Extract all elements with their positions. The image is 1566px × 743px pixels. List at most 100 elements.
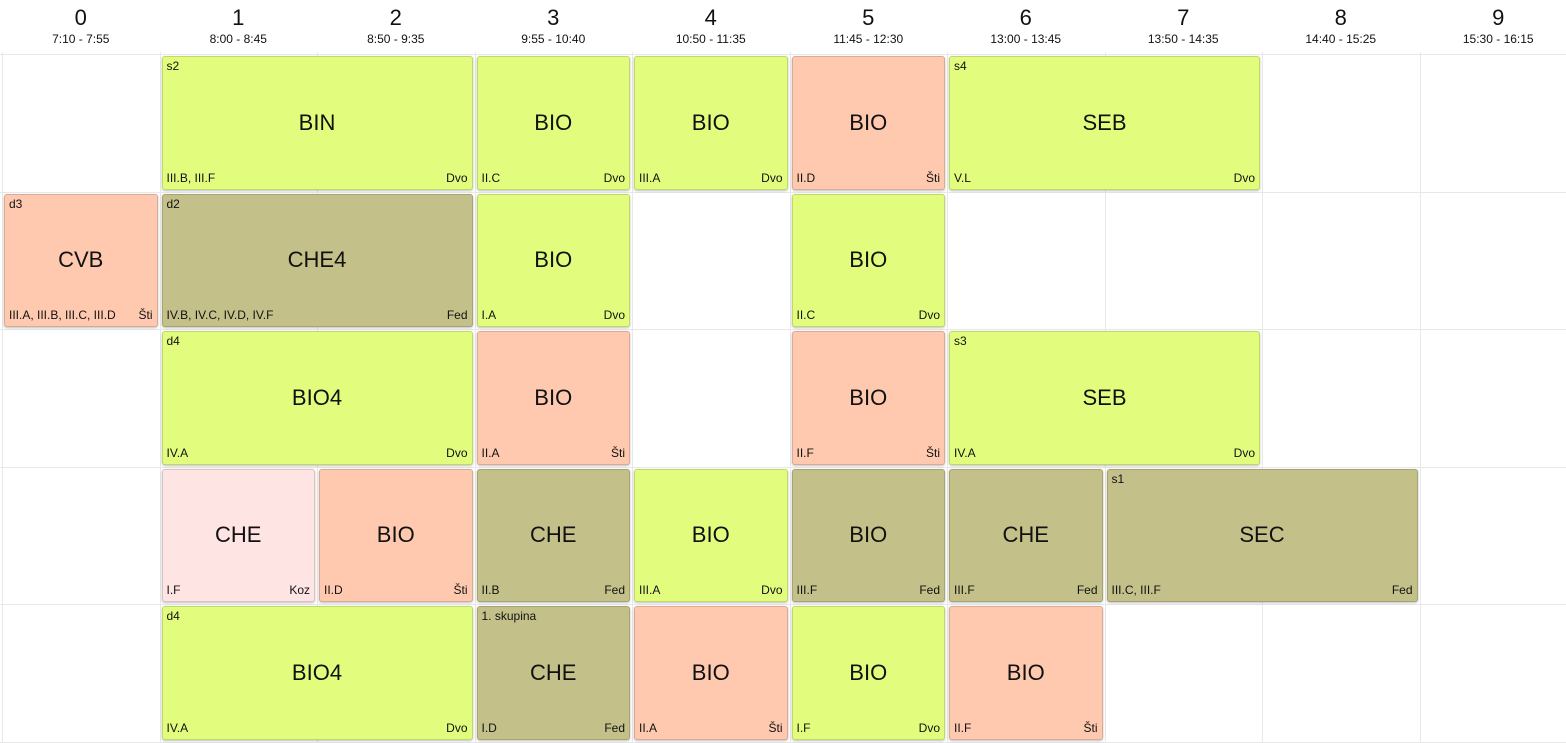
lesson-classes: II.C: [796, 308, 816, 322]
lesson-teacher: Fed: [919, 583, 940, 597]
lesson-teacher: Šti: [610, 445, 625, 460]
lesson-card[interactable]: BIO III.A Dvo: [634, 468, 788, 602]
lesson-classes: I.A: [481, 308, 497, 322]
lesson-classes: III.F: [796, 583, 818, 597]
period-number: 1: [232, 5, 245, 30]
lesson-classes: V.L: [954, 170, 971, 185]
grid-vertical-line: [475, 52, 476, 743]
lesson-card[interactable]: 1. skupina CHE I.D Fed: [476, 606, 630, 740]
lesson-card[interactable]: BIO III.A Dvo: [634, 56, 788, 190]
lesson-subject: BIO: [691, 109, 730, 135]
lesson-subject: CHE: [530, 522, 577, 548]
lesson-card[interactable]: s2 BIN III.B, III.F Dvo: [161, 56, 473, 190]
period-time: 13:50 - 14:35: [1147, 32, 1219, 46]
lesson-classes: II.B: [481, 583, 500, 597]
lesson-group: s4: [954, 59, 967, 73]
lesson-teacher: Dvo: [446, 170, 468, 185]
lesson-subject: BIO: [534, 384, 573, 410]
lesson-classes: II.F: [954, 720, 972, 735]
lesson-classes: II.D: [324, 583, 343, 597]
lesson-classes: II.F: [796, 445, 814, 460]
lesson-teacher: Šti: [138, 308, 153, 322]
lesson-teacher: Šti: [453, 583, 468, 597]
lesson-card[interactable]: BIO II.C Dvo: [791, 193, 945, 327]
lesson-card[interactable]: BIO II.D Šti: [791, 56, 945, 190]
lesson-classes: III.F: [954, 583, 975, 597]
lesson-teacher: Šti: [1083, 720, 1098, 735]
lesson-subject: BIO: [534, 247, 573, 273]
lesson-subject: SEC: [1239, 522, 1285, 548]
lesson-subject: BIO: [691, 522, 730, 548]
lesson-classes: IV.A: [954, 445, 976, 460]
period-time: 14:40 - 15:25: [1305, 32, 1377, 46]
lesson-group: 1. skupina: [481, 609, 537, 623]
grid-horizontal-line: [0, 467, 1566, 468]
period-number: 7: [1177, 5, 1190, 30]
grid-vertical-line: [632, 52, 633, 743]
lesson-subject: BIO: [849, 384, 888, 410]
lesson-card[interactable]: d3 CVB III.A, III.B, III.C, III.D Šti: [4, 193, 158, 327]
lesson-teacher: Dvo: [446, 720, 468, 735]
lesson-teacher: Dvo: [446, 445, 468, 460]
lesson-classes: I.F: [796, 720, 811, 735]
lesson-classes: III.A: [639, 583, 661, 597]
lesson-card[interactable]: s4 SEB V.L Dvo: [949, 56, 1260, 190]
lesson-teacher: Dvo: [761, 170, 783, 185]
lesson-card[interactable]: BIO II.F Šti: [949, 606, 1103, 740]
lesson-classes: III.A: [639, 170, 661, 185]
lesson-card[interactable]: CHE I.F Koz: [161, 468, 315, 602]
lesson-group: s1: [1111, 471, 1125, 486]
period-time: 8:50 - 9:35: [367, 32, 425, 46]
lesson-subject: BIO4: [291, 384, 343, 410]
lesson-card[interactable]: BIO II.D Šti: [319, 468, 473, 602]
lesson-classes: IV.A: [166, 445, 189, 460]
period-number: 0: [74, 5, 87, 30]
period-header-3: 3 9:55 - 10:40: [475, 0, 633, 52]
period-number: 3: [547, 5, 560, 30]
grid-horizontal-line: [0, 192, 1566, 193]
lesson-card[interactable]: s3 SEB IV.A Dvo: [949, 331, 1260, 465]
lesson-subject: CHE: [1002, 522, 1049, 548]
period-header-4: 4 10:50 - 11:35: [632, 0, 790, 52]
lesson-subject: CVB: [58, 247, 104, 273]
lesson-teacher: Fed: [446, 308, 468, 322]
period-time: 9:55 - 10:40: [521, 32, 586, 46]
lesson-card[interactable]: BIO III.F Fed: [791, 468, 945, 602]
lesson-subject: BIO: [849, 109, 888, 135]
lesson-card[interactable]: BIO I.F Dvo: [791, 606, 945, 740]
lesson-teacher: Fed: [604, 720, 625, 735]
lesson-teacher: Šti: [925, 170, 940, 185]
lesson-card[interactable]: BIO II.A Šti: [634, 606, 788, 740]
lesson-group: d2: [166, 196, 180, 211]
period-time: 15:30 - 16:15: [1462, 32, 1534, 46]
lesson-card[interactable]: CHE III.F Fed: [949, 468, 1103, 602]
period-header-2: 2 8:50 - 9:35: [317, 0, 475, 52]
lesson-subject: BIO: [376, 522, 415, 548]
lesson-subject: SEB: [1082, 384, 1127, 410]
lesson-classes: IV.A: [166, 720, 189, 735]
lesson-teacher: Dvo: [603, 170, 625, 185]
lesson-group: s2: [166, 59, 180, 73]
lesson-teacher: Dvo: [1233, 170, 1255, 185]
lesson-subject: BIO: [534, 109, 573, 135]
lesson-card[interactable]: CHE II.B Fed: [476, 468, 630, 602]
lesson-card[interactable]: d4 BIO4 IV.A Dvo: [161, 606, 473, 740]
lesson-group: d3: [9, 196, 23, 211]
lesson-subject: CHE: [530, 659, 577, 685]
lesson-card[interactable]: BIO II.C Dvo: [476, 56, 630, 190]
period-header-9: 9 15:30 - 16:15: [1420, 0, 1566, 52]
lesson-group: s3: [954, 334, 967, 348]
lesson-group: d4: [166, 609, 180, 623]
period-time: 11:45 - 12:30: [833, 32, 904, 46]
lesson-card[interactable]: BIO II.A Šti: [476, 331, 630, 465]
grid-vertical-line: [1420, 52, 1421, 743]
lesson-teacher: Fed: [604, 583, 625, 597]
lesson-card[interactable]: d4 BIO4 IV.A Dvo: [161, 331, 473, 465]
grid-vertical-line: [790, 52, 791, 743]
lesson-card[interactable]: BIO II.F Šti: [791, 331, 945, 465]
period-time: 13:00 - 13:45: [990, 32, 1062, 46]
period-header-5: 5 11:45 - 12:30: [790, 0, 948, 52]
lesson-card[interactable]: s1 SEC III.C, III.F Fed: [1106, 468, 1418, 602]
lesson-card[interactable]: BIO I.A Dvo: [476, 193, 630, 327]
lesson-card[interactable]: d2 CHE4 IV.B, IV.C, IV.D, IV.F Fed: [161, 193, 473, 327]
